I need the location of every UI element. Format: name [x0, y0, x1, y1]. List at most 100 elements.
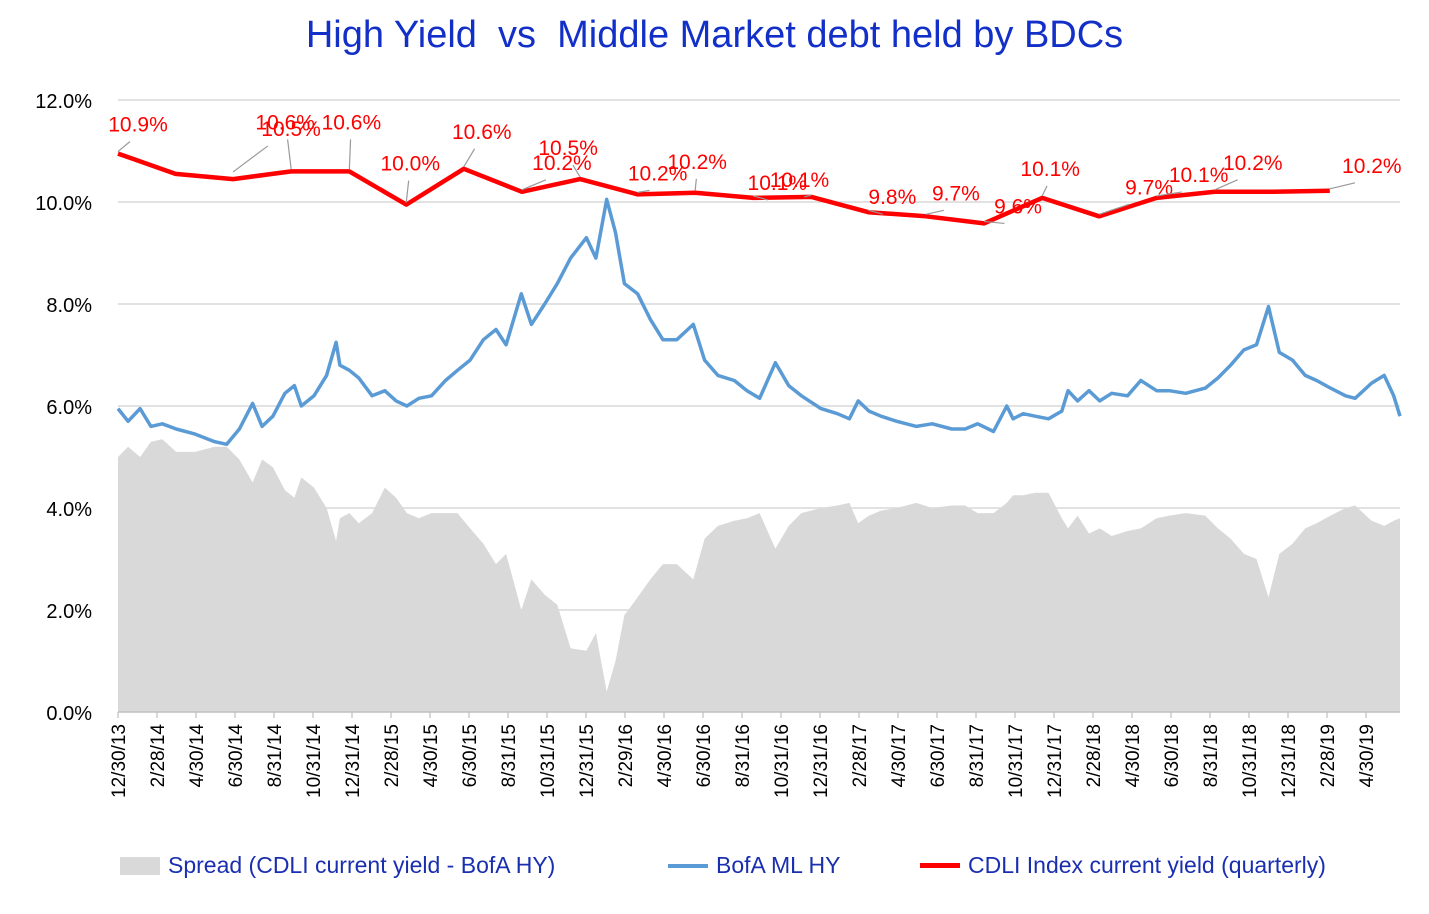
data-label: 10.2%	[1223, 152, 1283, 175]
data-label-leader	[405, 180, 410, 203]
x-tick-label: 4/30/17	[889, 724, 910, 787]
data-label: 9.8%	[868, 186, 916, 209]
data-label-leader	[1214, 179, 1238, 191]
y-tick-label: 8.0%	[46, 295, 92, 317]
data-label-leader	[1156, 191, 1182, 197]
legend-swatch-cdli	[920, 863, 960, 868]
x-tick-label: 8/31/15	[499, 724, 520, 787]
y-tick-label: 2.0%	[46, 601, 92, 623]
cdli-line-layer	[117, 151, 1330, 226]
y-tick-label: 4.0%	[46, 499, 92, 521]
data-label: 9.7%	[932, 182, 980, 205]
legend-item-hy: BofA ML HY	[668, 852, 840, 879]
spread-area-layer	[118, 439, 1400, 712]
x-tick-label: 10/31/18	[1240, 724, 1261, 798]
legend-label-spread: Spread (CDLI current yield - BofA HY)	[168, 852, 556, 878]
data-label-leader	[463, 148, 476, 168]
x-tick-label: 12/31/16	[811, 724, 832, 798]
data-label-leader	[117, 141, 131, 153]
data-label-leader	[348, 139, 352, 170]
data-label: 10.1%	[1169, 164, 1229, 187]
data-label-leader	[232, 145, 269, 173]
data-label-leader	[287, 139, 292, 170]
data-label-leader	[521, 179, 547, 191]
x-tick-label: 2/28/15	[382, 724, 403, 787]
data-label: 10.1%	[770, 169, 830, 192]
spread-area	[118, 439, 1400, 712]
x-tick-label: 10/31/15	[538, 724, 559, 798]
data-label: 10.6%	[255, 111, 315, 134]
x-tick-label: 10/31/17	[1006, 724, 1027, 798]
data-label: 10.2%	[667, 151, 727, 174]
legend-swatch-hy	[668, 863, 708, 868]
x-tick-label: 4/30/19	[1357, 724, 1378, 787]
data-label-leader	[1329, 182, 1356, 190]
x-tick-label: 4/30/14	[187, 724, 208, 788]
data-label: 10.6%	[322, 111, 382, 134]
x-tick-label: 2/28/17	[850, 724, 871, 787]
data-label-leader	[925, 209, 945, 215]
data-label: 10.2%	[1342, 155, 1402, 178]
x-tick-label: 10/31/14	[304, 724, 325, 798]
data-label: 10.6%	[452, 121, 512, 144]
data-label-leader	[694, 178, 697, 191]
data-label: 9.7%	[1125, 176, 1173, 199]
x-tick-label: 12/31/15	[577, 724, 598, 798]
data-label-leader	[637, 189, 650, 193]
data-label: 10.5%	[538, 137, 598, 160]
x-tick-label: 8/31/16	[733, 724, 754, 787]
x-tick-label: 6/30/15	[460, 724, 481, 787]
data-label-leader	[1041, 185, 1048, 197]
x-tick-label: 12/31/14	[343, 724, 364, 798]
hy-line	[116, 197, 1402, 447]
data-label-leader	[572, 164, 581, 178]
data-label-leader	[983, 220, 1005, 225]
x-tick-label: 12/31/17	[1045, 724, 1066, 798]
data-label: 10.2%	[628, 162, 688, 185]
x-tick-label: 4/30/18	[1123, 724, 1144, 787]
x-tick-label: 8/31/18	[1201, 724, 1222, 787]
legend-label-cdli: CDLI Index current yield (quarterly)	[968, 852, 1326, 878]
x-tick-label: 10/31/16	[772, 724, 793, 798]
x-tick-label: 4/30/16	[655, 724, 676, 787]
legend-item-cdli: CDLI Index current yield (quarterly)	[920, 852, 1326, 879]
axis-layer: 0.0% 2.0% 4.0% 6.0% 8.0% 10.0% 12.0% 12/30/13 2/…	[35, 91, 1400, 798]
y-tick-label: 6.0%	[46, 397, 92, 419]
hy-line-layer	[116, 197, 1402, 447]
data-label-leader	[868, 209, 883, 215]
y-tick-label: 0.0%	[46, 703, 92, 725]
x-tick-label: 12/31/18	[1279, 724, 1300, 798]
data-label: 10.1%	[748, 172, 808, 195]
data-label-leader	[804, 194, 812, 198]
y-tick-label: 12.0%	[35, 91, 92, 113]
x-tick-label: 8/31/17	[967, 724, 988, 787]
x-tick-label: 4/30/15	[421, 724, 442, 787]
data-label: 10.1%	[1020, 158, 1080, 181]
data-label: 9.6%	[994, 195, 1042, 218]
data-label-leader	[1098, 203, 1130, 215]
x-tick-label: 2/29/16	[616, 724, 637, 787]
cdli-line	[117, 151, 1330, 226]
chart-title: High Yield vs Middle Market debt held by…	[305, 14, 1124, 56]
data-label: 10.5%	[261, 118, 321, 141]
legend-swatch-spread	[120, 856, 160, 875]
data-label: 10.9%	[108, 114, 168, 137]
legend-item-spread: Spread (CDLI current yield - BofA HY)	[120, 852, 555, 879]
legend: Spread (CDLI current yield - BofA HY) Bo…	[0, 852, 1429, 888]
data-label: 10.2%	[532, 152, 592, 175]
x-tick-label: 2/28/18	[1084, 724, 1105, 787]
x-tick-label: 6/30/17	[928, 724, 949, 787]
x-tick-label: 2/28/14	[148, 724, 169, 788]
x-tick-label: 8/31/14	[265, 724, 286, 788]
x-tick-label: 6/30/14	[226, 724, 247, 788]
y-tick-label: 10.0%	[35, 193, 92, 215]
x-tick-label: 2/28/19	[1318, 724, 1339, 787]
x-tick-label: 12/30/13	[109, 724, 130, 798]
data-label-layer: 10.9% 10.5%10.6% 10.6%10.0%10.6%10.2%10.5%…	[108, 111, 1402, 225]
data-label-leader	[753, 195, 768, 201]
legend-label-hy: BofA ML HY	[716, 852, 841, 878]
plot-area: 10.9% 10.5%10.6% 10.6%10.0%10.6%10.2%10.5%…	[35, 91, 1402, 798]
data-label: 10.0%	[380, 153, 440, 176]
x-tick-label: 6/30/16	[694, 724, 715, 787]
